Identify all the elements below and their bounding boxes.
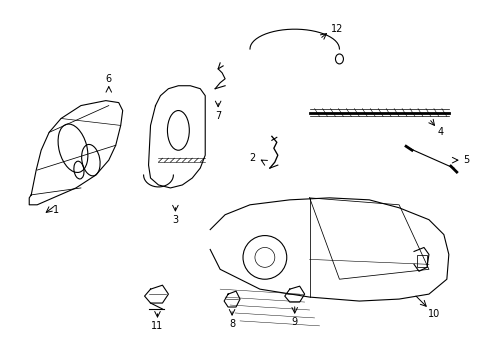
Text: 3: 3 [172,215,178,225]
Text: 9: 9 [291,317,297,327]
Text: 2: 2 [248,153,255,163]
Bar [416,255,426,267]
Text: 10: 10 [427,309,439,319]
Text: 5: 5 [463,155,469,165]
Text: 6: 6 [105,74,112,84]
Text: 7: 7 [215,111,221,121]
Text: 4: 4 [437,127,443,138]
Text: 12: 12 [330,24,343,34]
Text: 11: 11 [151,321,163,331]
Text: 8: 8 [228,319,235,329]
Text: 1: 1 [53,205,59,215]
